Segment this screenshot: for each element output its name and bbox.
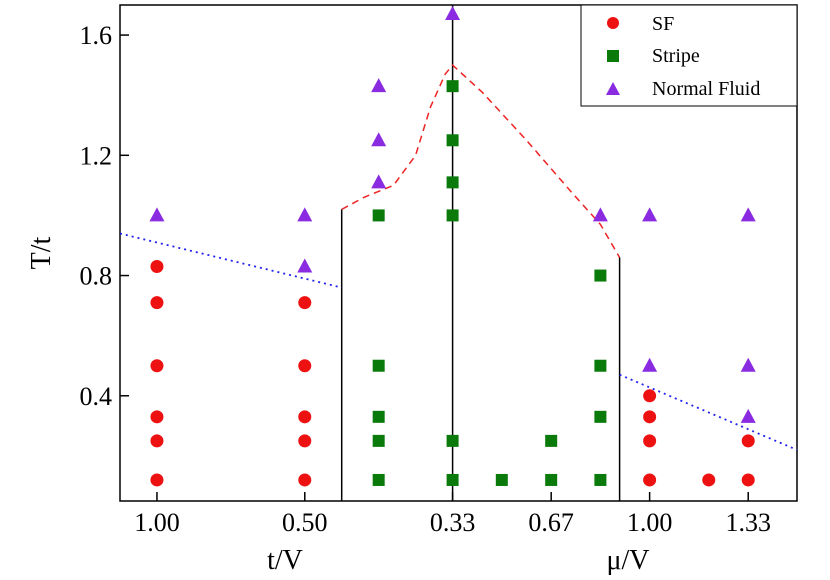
sf-nf-dotted-left-line bbox=[119, 232, 342, 289]
stripe-point bbox=[446, 176, 459, 189]
sf-point bbox=[298, 410, 312, 424]
normal-fluid-point bbox=[371, 132, 387, 147]
legend-marker-normal-fluid bbox=[606, 82, 620, 95]
sf-point bbox=[150, 359, 164, 373]
normal-fluid-point bbox=[149, 207, 165, 222]
legend-label-stripe: Stripe bbox=[652, 45, 700, 67]
x-tick-label: 1.00 bbox=[627, 508, 673, 537]
sf-point bbox=[643, 434, 657, 448]
normal-fluid-point bbox=[297, 258, 313, 273]
normal-fluid-point bbox=[371, 174, 387, 189]
x-tick-label: 0.67 bbox=[528, 508, 574, 537]
stripe-point bbox=[594, 410, 607, 423]
sf-point bbox=[150, 296, 164, 310]
plot-frame bbox=[119, 4, 798, 502]
stripe-point bbox=[372, 473, 385, 486]
data-points bbox=[149, 6, 756, 487]
stripe-point bbox=[372, 434, 385, 447]
legend-label-normal-fluid: Normal Fluid bbox=[652, 78, 760, 100]
sf-point bbox=[150, 473, 164, 487]
sf-point bbox=[298, 359, 312, 373]
stripe-point bbox=[545, 473, 558, 486]
stripe-point bbox=[446, 134, 459, 147]
sf-point bbox=[702, 473, 716, 487]
y-tick-label: 0.4 bbox=[80, 382, 113, 411]
sf-point bbox=[298, 296, 312, 310]
x-axis-title-left: t/V bbox=[267, 545, 303, 576]
x-tick-label: 0.33 bbox=[430, 508, 476, 537]
y-tick-label: 1.2 bbox=[80, 141, 113, 170]
stripe-point bbox=[372, 359, 385, 372]
stripe-point bbox=[446, 434, 459, 447]
sf-point bbox=[298, 434, 312, 448]
stripe-point bbox=[446, 473, 459, 486]
stripe-point bbox=[594, 473, 607, 486]
normal-fluid-point bbox=[297, 207, 313, 222]
sf-point bbox=[298, 473, 312, 487]
x-tick-label: 1.00 bbox=[134, 508, 180, 537]
sf-point bbox=[150, 260, 164, 274]
sf-point bbox=[150, 434, 164, 448]
x-tick-label: 0.50 bbox=[282, 508, 328, 537]
stripe-point bbox=[594, 269, 607, 282]
sf-point bbox=[643, 389, 657, 403]
stripe-point bbox=[495, 473, 508, 486]
x-tick-label: 1.33 bbox=[725, 508, 771, 537]
stripe-point bbox=[372, 410, 385, 423]
legend-marker-stripe bbox=[607, 50, 619, 62]
stripe-point bbox=[545, 434, 558, 447]
stripe-point bbox=[446, 209, 459, 222]
stripe-nf-dashed-line bbox=[341, 64, 621, 258]
sf-point bbox=[643, 473, 657, 487]
stripe-point bbox=[446, 80, 459, 93]
normal-fluid-point bbox=[445, 6, 461, 21]
stripe-point bbox=[372, 209, 385, 222]
legend-label-sf: SF bbox=[652, 13, 674, 35]
legend-marker-sf bbox=[607, 17, 619, 29]
normal-fluid-point bbox=[592, 207, 608, 222]
normal-fluid-point bbox=[642, 357, 658, 372]
y-tick-label: 0.8 bbox=[80, 262, 113, 291]
sf-nf-dotted-right-line bbox=[619, 373, 798, 451]
sf-point bbox=[741, 473, 755, 487]
y-tick-label: 1.6 bbox=[80, 21, 113, 50]
x-axis-title-right: μ/V bbox=[606, 545, 649, 576]
normal-fluid-point bbox=[740, 207, 756, 222]
stripe-point bbox=[594, 359, 607, 372]
legend: SF Stripe Normal Fluid bbox=[580, 4, 798, 107]
normal-fluid-point bbox=[740, 357, 756, 372]
sf-point bbox=[150, 410, 164, 424]
axis-ticks: 0.4 0.8 1.2 1.6 1.00 0.50 0.33 0.67 1.00 1.33 bbox=[80, 21, 771, 537]
normal-fluid-point bbox=[740, 408, 756, 423]
normal-fluid-point bbox=[371, 78, 387, 93]
sf-point bbox=[643, 410, 657, 424]
y-axis-title: T/t bbox=[26, 236, 57, 269]
normal-fluid-point bbox=[642, 207, 658, 222]
sf-point bbox=[741, 434, 755, 448]
